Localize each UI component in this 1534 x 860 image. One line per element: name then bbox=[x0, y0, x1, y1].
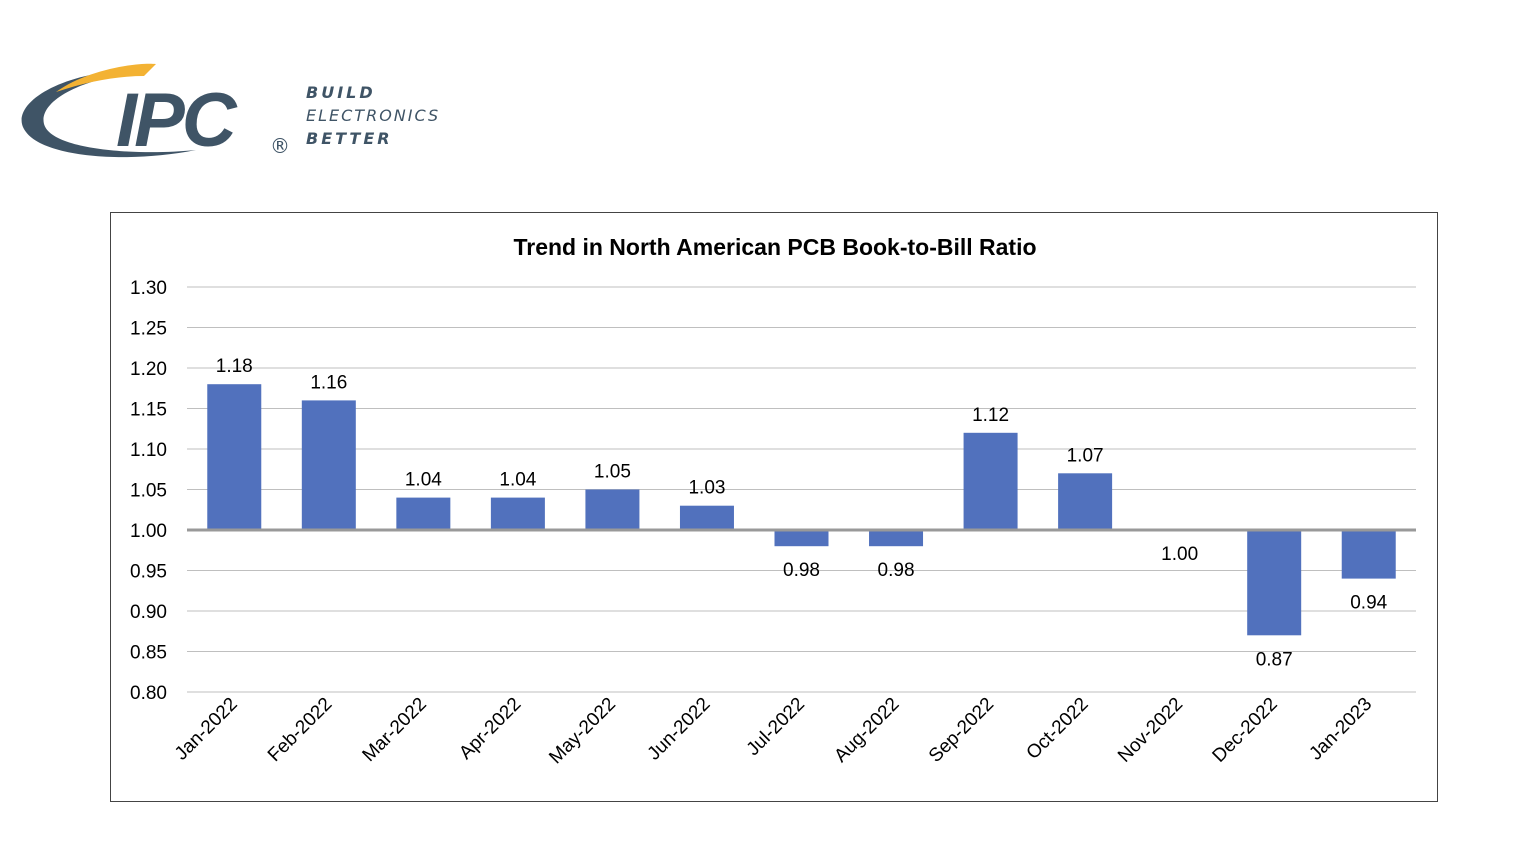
y-tick-label: 0.95 bbox=[130, 562, 167, 583]
x-tick-label: Jun-2022 bbox=[644, 694, 715, 765]
bar bbox=[679, 505, 734, 530]
data-label: 1.04 bbox=[405, 470, 442, 491]
bar bbox=[207, 384, 262, 530]
x-tick-label: May-2022 bbox=[545, 694, 620, 769]
data-label: 1.05 bbox=[594, 462, 631, 483]
ipc-logo-graphic: IPC ® BUILD ELECTRONICS BETTER bbox=[21, 63, 440, 163]
y-tick-label: 1.00 bbox=[130, 521, 167, 542]
x-tick-label: Jan-2022 bbox=[171, 694, 242, 765]
data-label: 0.87 bbox=[1256, 649, 1293, 670]
logo-registered-mark: ® bbox=[270, 134, 290, 158]
x-tick-label: Sep-2022 bbox=[925, 694, 998, 767]
y-tick-label: 0.80 bbox=[130, 683, 167, 704]
bar bbox=[396, 497, 451, 530]
x-tick-label: Nov-2022 bbox=[1114, 694, 1187, 767]
bar-chart: Trend in North American PCB Book-to-Bill… bbox=[130, 234, 1416, 769]
logo-tagline-line-3: BETTER bbox=[306, 129, 393, 148]
bars bbox=[207, 384, 1396, 636]
bar bbox=[1247, 530, 1302, 636]
bar bbox=[1341, 530, 1396, 579]
ipc-logo: IPC ® BUILD ELECTRONICS BETTER bbox=[16, 52, 476, 172]
y-tick-label: 1.05 bbox=[130, 481, 167, 502]
data-label: 1.12 bbox=[972, 405, 1009, 426]
logo-swoosh-navy bbox=[21, 70, 196, 158]
x-tick-label: Jul-2022 bbox=[743, 694, 809, 760]
data-label: 1.00 bbox=[1161, 544, 1198, 565]
bar bbox=[1058, 473, 1113, 530]
bar bbox=[963, 432, 1018, 530]
logo-brand-text: IPC bbox=[116, 78, 238, 163]
data-label: 1.16 bbox=[310, 372, 347, 393]
bar bbox=[774, 530, 829, 547]
x-tick-label: Jan-2023 bbox=[1305, 694, 1376, 765]
chart-title: Trend in North American PCB Book-to-Bill… bbox=[513, 234, 1036, 260]
y-tick-label: 1.20 bbox=[130, 359, 167, 380]
x-tick-label: Feb-2022 bbox=[264, 694, 336, 766]
data-label: 1.07 bbox=[1067, 445, 1104, 466]
bar bbox=[869, 530, 924, 547]
data-label: 1.18 bbox=[216, 356, 253, 377]
chart-frame: Trend in North American PCB Book-to-Bill… bbox=[110, 212, 1438, 802]
y-tick-label: 1.25 bbox=[130, 319, 167, 340]
data-label: 0.98 bbox=[783, 560, 820, 581]
y-tick-label: 1.10 bbox=[130, 440, 167, 461]
x-tick-label: Apr-2022 bbox=[455, 694, 525, 764]
gridlines bbox=[187, 286, 1416, 693]
bar bbox=[301, 400, 356, 530]
bar bbox=[490, 497, 545, 530]
y-tick-label: 0.90 bbox=[130, 602, 167, 623]
data-label: 0.98 bbox=[878, 560, 915, 581]
data-label: 1.04 bbox=[499, 470, 536, 491]
logo-swoosh-gold bbox=[56, 63, 156, 92]
x-tick-label: Dec-2022 bbox=[1209, 694, 1282, 767]
logo-tagline-line-2: ELECTRONICS bbox=[306, 106, 440, 125]
x-tick-label: Oct-2022 bbox=[1023, 694, 1093, 764]
y-tick-label: 1.15 bbox=[130, 400, 167, 421]
y-axis-tick-labels: 0.80 0.85 0.90 0.95 1.00 1.05 1.10 1.15 1.20 1.25… bbox=[130, 278, 167, 704]
data-labels: 1.18 1.16 1.04 1.04 1.05 1.03 0.98 0.98 1.12 1.07… bbox=[216, 356, 1388, 670]
data-label: 0.94 bbox=[1350, 593, 1387, 614]
y-tick-label: 1.30 bbox=[130, 278, 167, 299]
y-tick-label: 0.85 bbox=[130, 643, 167, 664]
x-axis-tick-labels: Jan-2022 Feb-2022 Mar-2022 Apr-2022 May-2022… bbox=[171, 694, 1376, 769]
bar bbox=[585, 489, 640, 530]
data-label: 1.03 bbox=[688, 478, 725, 499]
x-tick-label: Aug-2022 bbox=[830, 694, 903, 767]
x-tick-label: Mar-2022 bbox=[359, 694, 431, 766]
logo-tagline-line-1: BUILD bbox=[306, 83, 376, 102]
